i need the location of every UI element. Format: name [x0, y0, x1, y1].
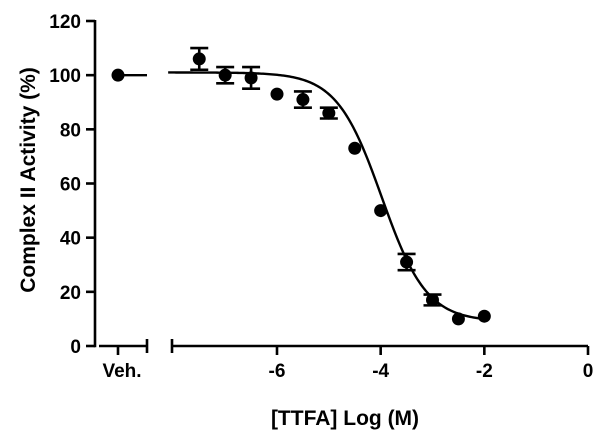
data-point [348, 141, 362, 155]
x-tick-label: -4 [372, 361, 389, 382]
y-tick-label: 40 [60, 229, 81, 250]
x-tick-label-vehicle: Veh. [102, 361, 141, 382]
data-point [192, 52, 206, 66]
data-point [218, 68, 232, 82]
data-point [374, 204, 388, 218]
vehicle-group [111, 68, 147, 82]
data-point [451, 312, 465, 326]
x-tick-label: -2 [476, 361, 493, 382]
y-tick-label: 60 [60, 175, 81, 196]
x-axis: Veh. -6 -4 -2 0 [99, 339, 593, 382]
y-axis-title: Complex II Activity (%) [17, 67, 40, 293]
y-tick-label: 0 [70, 337, 81, 358]
data-point [426, 293, 439, 307]
vehicle-point [111, 68, 125, 82]
x-tick-label: -6 [269, 361, 286, 382]
data-point [322, 106, 336, 120]
y-axis: 0 20 40 60 80 100 120 [49, 12, 97, 358]
y-tick-label: 20 [60, 283, 81, 304]
data-point [244, 71, 258, 85]
data-point [400, 255, 414, 269]
x-tick-label: 0 [583, 361, 594, 382]
y-tick-label: 120 [49, 12, 81, 33]
y-tick-label: 80 [60, 120, 81, 141]
data-point [477, 309, 491, 323]
y-tick-label: 100 [49, 66, 81, 87]
data-point [270, 87, 284, 101]
data-points-layer [192, 52, 491, 326]
x-axis-title: [TTFA] Log (M) [271, 407, 419, 430]
data-point [296, 93, 310, 107]
